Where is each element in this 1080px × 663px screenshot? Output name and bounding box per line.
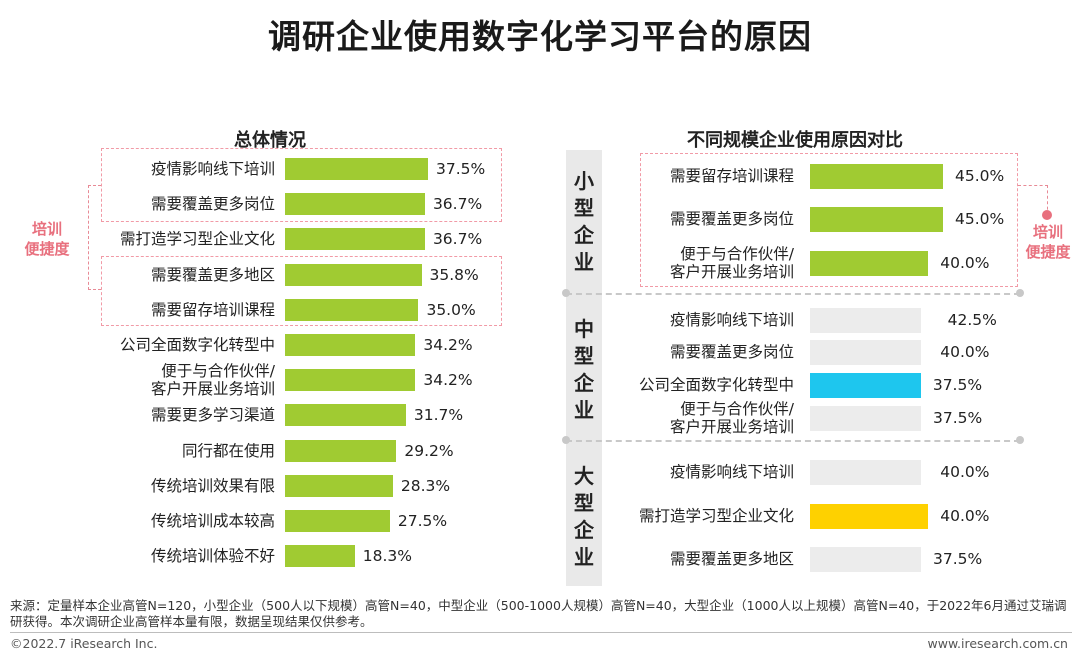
callout-line-1: 培训 xyxy=(1032,223,1063,241)
category-label: 公司全面数字化转型中 xyxy=(638,376,794,394)
bar xyxy=(285,510,390,532)
category-label: 需要覆盖更多地区 xyxy=(150,265,275,284)
bar xyxy=(285,545,355,568)
bar xyxy=(285,263,422,286)
bar xyxy=(810,503,929,529)
bar xyxy=(285,439,397,462)
category-label: 需要覆盖更多岗位 xyxy=(669,343,794,361)
callout-training-convenience-right: 培训 便捷度 xyxy=(1016,222,1080,262)
overall-chart-title: 总体情况 xyxy=(234,130,306,151)
category-label: 需要留存培训课程 xyxy=(150,300,275,319)
website: www.iresearch.com.cn xyxy=(927,636,1069,651)
bar xyxy=(285,228,425,251)
data-label: 31.7% xyxy=(413,406,464,425)
callout-connector-vertical xyxy=(1047,185,1048,215)
group-label-small: 小型企业 xyxy=(574,169,594,274)
category-label: 需打造学习型企业文化 xyxy=(638,507,794,525)
group-label-medium: 中型企业 xyxy=(574,317,594,422)
data-label: 29.2% xyxy=(404,441,454,460)
category-label: 公司全面数字化转型中 xyxy=(119,336,275,354)
data-label: 37.5% xyxy=(933,409,983,427)
by-size-chart-title: 不同规模企业使用原因对比 xyxy=(687,130,903,151)
footer-divider xyxy=(10,632,1072,633)
data-label: 28.3% xyxy=(400,476,451,495)
data-label: 18.3% xyxy=(362,547,413,566)
bar xyxy=(285,369,416,392)
bar xyxy=(810,405,921,431)
category-label: 便于与合作伙伴/客户开展业务培训 xyxy=(669,400,794,436)
group-separator-2 xyxy=(566,440,1020,442)
callout-dot xyxy=(1042,210,1052,220)
category-label: 需要覆盖更多岗位 xyxy=(669,210,794,228)
highlight-box-small xyxy=(640,153,1018,287)
bar xyxy=(810,459,921,485)
data-label: 40.0% xyxy=(940,463,990,481)
bar xyxy=(810,546,921,572)
data-label: 45.0% xyxy=(955,210,1005,228)
category-label: 传统培训体验不好 xyxy=(150,547,275,566)
separator-dot xyxy=(1016,289,1024,297)
data-label: 36.7% xyxy=(432,195,483,214)
bar xyxy=(285,474,393,497)
bar xyxy=(810,307,921,333)
bar xyxy=(285,334,416,356)
data-label: 36.7% xyxy=(432,230,483,249)
bar xyxy=(810,372,921,398)
callout-line-1: 培训 xyxy=(31,220,62,238)
bar xyxy=(285,193,425,216)
page-title: 调研企业使用数字化学习平台的原因 xyxy=(268,17,812,56)
data-label: 27.5% xyxy=(397,512,448,530)
group-separator-1 xyxy=(566,293,1020,295)
group-label-column xyxy=(566,150,602,586)
bar xyxy=(810,339,921,365)
footnote: 来源：定量样本企业高管N=120，小型企业（500人以下规模）高管N=40，中型… xyxy=(10,598,1067,629)
data-label: 37.5% xyxy=(932,376,983,394)
data-label: 35.0% xyxy=(426,300,476,319)
bar xyxy=(810,250,929,276)
category-label: 传统培训效果有限 xyxy=(150,476,275,495)
data-label: 40.0% xyxy=(940,254,990,272)
copyright: ©2022.7 iResearch Inc. xyxy=(10,636,158,651)
data-label: 34.2% xyxy=(423,336,473,354)
category-label: 疫情影响线下培训 xyxy=(669,463,794,481)
category-label: 需要留存培训课程 xyxy=(669,167,794,185)
data-label: 37.5% xyxy=(933,550,983,568)
data-label: 34.2% xyxy=(423,371,473,390)
callout-training-convenience: 培训 便捷度 xyxy=(14,219,80,259)
category-label: 疫情影响线下培训 xyxy=(150,160,275,178)
callout-connector xyxy=(1018,185,1048,186)
bar xyxy=(810,206,943,232)
bar xyxy=(285,404,406,427)
data-label: 40.0% xyxy=(940,343,990,361)
callout-line-2: 便捷度 xyxy=(1025,243,1071,261)
data-label: 37.5% xyxy=(436,160,486,178)
separator-dot xyxy=(562,289,570,297)
data-label: 40.0% xyxy=(940,507,990,525)
highlight-box-bottom xyxy=(101,256,502,326)
data-label: 42.5% xyxy=(947,311,997,329)
group-label-large: 大型企业 xyxy=(574,464,594,569)
category-label: 需要更多学习渠道 xyxy=(150,406,275,425)
highlight-box-top xyxy=(101,148,502,222)
category-label: 需打造学习型企业文化 xyxy=(119,230,275,249)
category-label: 便于与合作伙伴/客户开展业务培训 xyxy=(150,362,275,399)
data-label: 45.0% xyxy=(955,167,1005,185)
data-label: 35.8% xyxy=(429,265,479,284)
category-label: 疫情影响线下培训 xyxy=(669,311,794,329)
category-label: 传统培训成本较高 xyxy=(150,512,275,530)
category-label: 需要覆盖更多岗位 xyxy=(150,195,275,214)
category-label: 需要覆盖更多地区 xyxy=(669,550,794,568)
category-label: 便于与合作伙伴/客户开展业务培训 xyxy=(669,245,794,281)
bracket xyxy=(88,185,101,290)
bar xyxy=(810,163,943,189)
callout-line-2: 便捷度 xyxy=(24,240,70,258)
category-label: 同行都在使用 xyxy=(181,441,275,460)
bar xyxy=(285,298,419,321)
separator-dot xyxy=(562,436,570,444)
separator-dot xyxy=(1016,436,1024,444)
bar xyxy=(285,158,428,180)
